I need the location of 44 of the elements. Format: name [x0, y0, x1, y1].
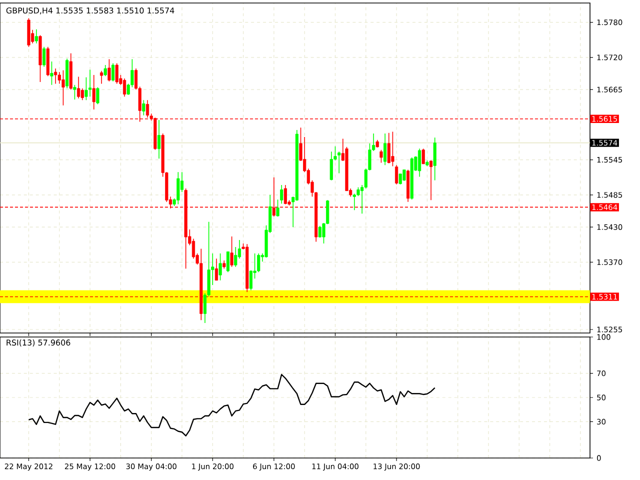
candlestick — [284, 184, 287, 205]
candlestick — [176, 172, 180, 205]
candlestick — [157, 120, 161, 160]
candlestick — [422, 148, 425, 164]
candlestick — [58, 72, 61, 84]
candlestick — [391, 131, 394, 167]
candlestick — [280, 184, 284, 204]
candlestick — [42, 46, 46, 68]
candlestick — [50, 61, 54, 86]
candlestick — [73, 84, 76, 100]
candlestick — [230, 236, 234, 268]
candlestick — [142, 100, 146, 116]
candlestick — [402, 169, 406, 182]
candlestick — [276, 199, 280, 217]
candlestick — [111, 62, 115, 82]
candlestick — [394, 164, 398, 185]
candlestick — [387, 132, 390, 164]
candlestick — [96, 86, 100, 105]
candlestick — [104, 64, 107, 77]
candlestick — [77, 76, 80, 99]
candlestick — [100, 70, 104, 84]
candlestick — [330, 151, 333, 181]
candlestick — [429, 160, 433, 201]
candlestick — [62, 70, 65, 106]
candlestick — [92, 74, 96, 110]
candlestick — [54, 68, 58, 84]
candlestick — [192, 238, 196, 260]
candlestick — [88, 69, 92, 98]
candlestick — [418, 148, 422, 178]
candlestick — [380, 149, 383, 164]
candlestick — [226, 251, 230, 273]
candlestick — [383, 133, 387, 166]
candlestick — [218, 253, 222, 281]
candlestick — [338, 151, 341, 174]
candlestick — [352, 193, 356, 211]
candlestick — [398, 173, 402, 185]
candlestick — [249, 270, 252, 291]
candlestick — [433, 137, 436, 181]
candlestick — [257, 253, 260, 273]
candlestick — [108, 58, 111, 82]
candlestick — [34, 28, 38, 44]
candlestick — [214, 258, 218, 281]
candlestick — [115, 62, 118, 84]
candlestick — [122, 78, 126, 98]
